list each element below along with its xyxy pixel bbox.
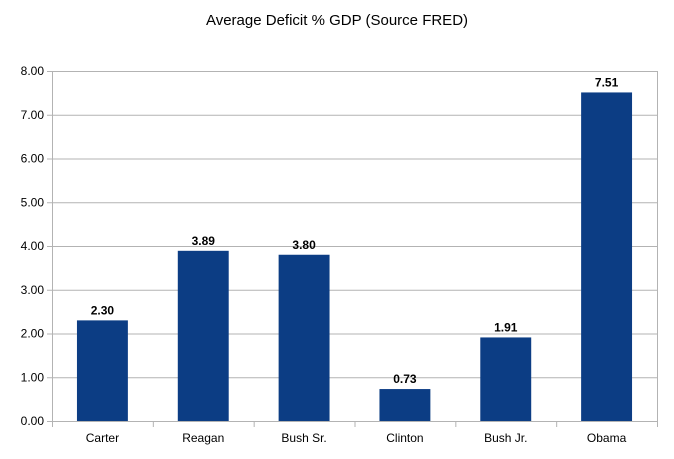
data-label: 3.89 (192, 234, 216, 248)
data-label: 1.91 (494, 320, 518, 334)
data-label: 0.73 (393, 372, 417, 386)
data-label: 7.51 (595, 75, 619, 89)
labels: 0.00 1.00 2.00 3.00 4.00 5.00 6.00 7.00 8.00 2.30… (21, 64, 627, 445)
x-tick-label: Clinton (386, 431, 423, 445)
gridlines (52, 71, 657, 422)
bar (177, 250, 229, 421)
data-label: 3.80 (292, 238, 316, 252)
bars (76, 92, 633, 421)
bar (480, 337, 532, 421)
y-tick-label: 8.00 (21, 64, 45, 78)
axes (47, 71, 658, 427)
x-tick-label: Bush Jr. (484, 431, 527, 445)
bar (581, 92, 633, 421)
x-tick-label: Carter (86, 431, 119, 445)
x-tick-label: Obama (587, 431, 627, 445)
y-tick-label: 2.00 (21, 327, 45, 341)
bar (76, 320, 128, 421)
y-tick-label: 3.00 (21, 283, 45, 297)
y-tick-label: 0.00 (21, 414, 45, 428)
chart-title: Average Deficit % GDP (Source FRED) (206, 12, 468, 29)
bar (379, 389, 431, 421)
bar (278, 254, 330, 421)
x-tick-label: Bush Sr. (281, 431, 326, 445)
data-label: 2.30 (91, 303, 115, 317)
y-tick-label: 5.00 (21, 195, 45, 209)
y-tick-label: 7.00 (21, 108, 45, 122)
y-tick-label: 4.00 (21, 239, 45, 253)
x-tick-label: Reagan (182, 431, 224, 445)
y-tick-label: 6.00 (21, 152, 45, 166)
y-tick-label: 1.00 (21, 370, 45, 384)
